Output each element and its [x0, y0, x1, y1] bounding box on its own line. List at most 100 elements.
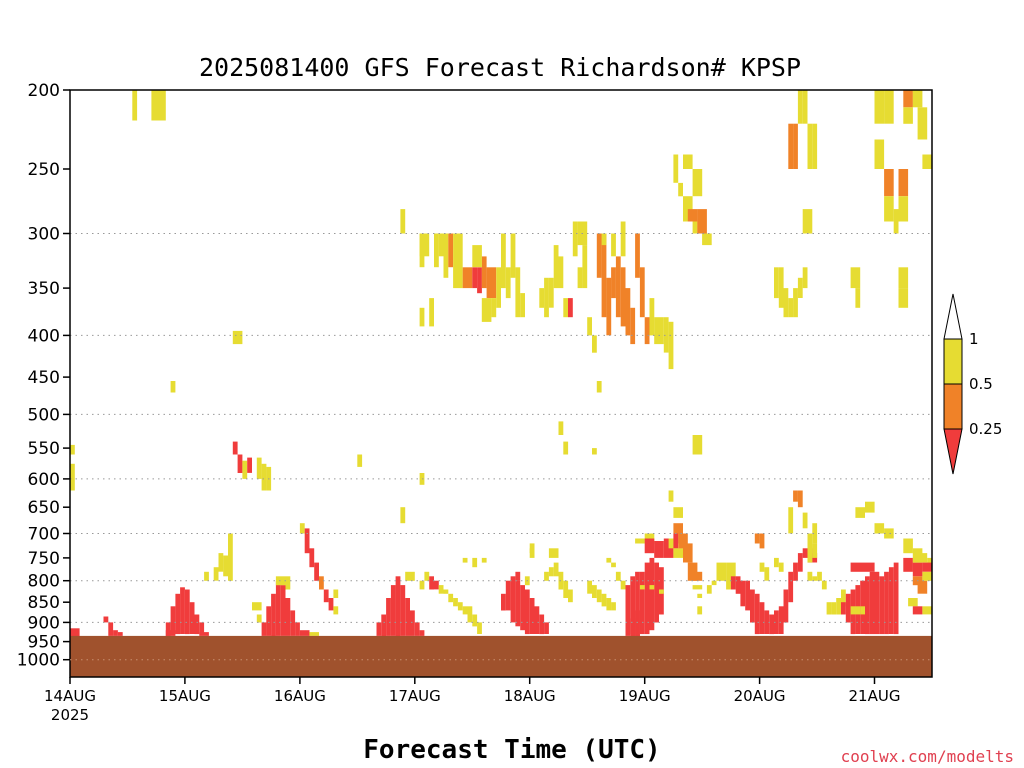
ri-below-025-cell: [912, 562, 923, 577]
ri-05-1-cell: [544, 571, 549, 581]
y-tick-label: 750: [28, 549, 60, 569]
ri-05-1-cell: [443, 589, 449, 594]
y-tick-label: 500: [28, 405, 60, 425]
ri-025-05-cell: [797, 490, 803, 508]
ri-05-1-cell: [917, 107, 928, 140]
ri-below-025-cell: [730, 576, 736, 590]
ri-05-1-cell: [793, 288, 798, 318]
ri-05-1-cell: [812, 576, 818, 581]
ri-05-1-cell: [587, 580, 592, 594]
ri-05-1-cell: [472, 245, 482, 268]
ri-05-1-cell: [429, 298, 434, 327]
ground-surface: [70, 635, 932, 677]
ri-below-025-cell: [874, 571, 880, 635]
ri-025-05-cell: [697, 209, 707, 234]
ri-05-1-cell: [802, 512, 808, 529]
ri-025-05-cell: [625, 288, 631, 336]
ri-025-05-cell: [903, 90, 913, 108]
ri-below-025-cell: [865, 562, 875, 572]
ri-05-1-cell: [836, 598, 841, 615]
ri-05-1-cell: [558, 256, 564, 289]
ri-05-1-cell: [256, 457, 262, 479]
y-tick-label: 600: [28, 470, 60, 490]
ri-05-1-cell: [615, 571, 621, 581]
ri-05-1-cell: [481, 557, 487, 563]
ri-below-025-cell: [544, 622, 549, 634]
ri-below-025-cell: [515, 571, 521, 581]
ri-below-025-cell: [630, 618, 636, 635]
ri-05-1-cell: [434, 233, 439, 268]
ri-025-05-cell: [692, 571, 703, 581]
y-tick-label: 900: [28, 613, 60, 633]
ri-05-1-cell: [256, 614, 262, 623]
ri-05-1-cell: [922, 606, 932, 615]
ri-05-1-cell: [884, 90, 894, 124]
ri-05-1-cell: [151, 90, 166, 121]
ri-025-05-cell: [620, 267, 626, 327]
legend-swatch-orange: [943, 383, 963, 430]
ri-below-025-cell: [639, 571, 645, 635]
ri-05-1-cell: [912, 90, 923, 108]
ri-05-1-cell: [778, 267, 784, 308]
ri-05-1-cell: [821, 580, 827, 590]
ri-below-025-cell: [295, 622, 300, 636]
ri-below-025-cell: [434, 580, 439, 590]
ri-below-025-cell: [802, 548, 808, 558]
ri-below-025-cell: [893, 562, 899, 635]
ri-below-025-cell: [501, 593, 506, 611]
ri-05-1-cell: [481, 298, 492, 322]
ri-below-025-cell: [649, 557, 655, 631]
ri-05-1-cell: [807, 209, 813, 234]
ri-05-1-cell: [778, 562, 784, 572]
ri-05-1-cell: [673, 154, 679, 183]
ri-below-025-cell: [879, 576, 885, 635]
ri-05-1-cell: [649, 585, 655, 590]
y-tick-label: 450: [28, 368, 60, 388]
ri-05-1-cell: [453, 598, 458, 607]
ri-05-1-cell: [812, 543, 818, 558]
ri-below-025-cell: [390, 585, 396, 636]
ri-05-1-cell: [668, 490, 674, 502]
ri-025-05-cell: [644, 317, 650, 345]
ri-below-025-cell: [261, 622, 267, 636]
ri-below-025-cell: [644, 538, 655, 554]
ri-025-05-cell: [481, 256, 487, 289]
ri-05-1-cell: [802, 90, 808, 124]
ri-05-1-cell: [592, 448, 597, 455]
ri-05-1-cell: [491, 298, 497, 318]
ri-05-1-cell: [874, 90, 885, 124]
ri-05-1-cell: [917, 553, 928, 563]
ri-below-025-cell: [103, 616, 109, 623]
ri-05-1-cell: [850, 267, 861, 289]
ri-05-1-cell: [673, 548, 683, 558]
ri-below-025-cell: [764, 610, 770, 634]
x-axis-ticks: 14AUG 15AUG 16AUG 17AUG 18AUG 19AUG 20AUG 21AUG: [44, 677, 900, 705]
ri-below-025-cell: [850, 562, 865, 572]
ri-05-1-cell: [515, 267, 521, 318]
ri-below-025-cell: [290, 610, 296, 636]
ri-05-1-cell: [683, 154, 693, 169]
y-tick-label: 1000: [17, 651, 60, 671]
ri-below-025-cell: [759, 602, 765, 634]
ri-below-025-cell: [184, 589, 190, 635]
ri-below-025-cell: [912, 606, 923, 615]
x-tick-label: 21AUG: [849, 687, 901, 705]
ri-05-1-cell: [807, 123, 813, 169]
ri-05-1-cell: [275, 576, 286, 586]
ri-below-025-cell: [266, 606, 272, 636]
ri-below-025-cell: [386, 598, 391, 636]
ri-05-1-cell: [601, 233, 607, 246]
ri-05-1-cell: [400, 507, 406, 524]
ri-025-05-cell: [596, 233, 602, 278]
ri-05-1-cell: [419, 580, 425, 590]
ri-05-1-cell: [611, 562, 616, 568]
ri-below-025-cell: [314, 562, 319, 581]
ri-below-025-cell: [635, 571, 640, 636]
ri-05-1-cell: [548, 567, 554, 577]
ri-05-1-cell: [333, 589, 339, 598]
ri-05-1-cell: [457, 602, 463, 611]
ri-05-1-cell: [663, 317, 669, 353]
ri-05-1-cell: [620, 221, 626, 257]
ri-025-05-cell: [673, 523, 683, 534]
